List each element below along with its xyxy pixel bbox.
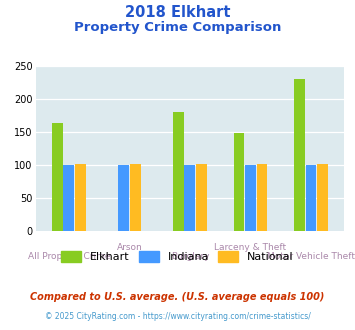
Bar	[294, 79, 305, 231]
Bar	[234, 133, 245, 231]
Bar	[245, 165, 256, 231]
Text: 2018 Elkhart: 2018 Elkhart	[125, 5, 230, 20]
Bar	[63, 165, 74, 231]
Text: Compared to U.S. average. (U.S. average equals 100): Compared to U.S. average. (U.S. average …	[30, 292, 325, 302]
Text: All Property Crime: All Property Crime	[28, 252, 110, 261]
Text: Motor Vehicle Theft: Motor Vehicle Theft	[267, 252, 355, 261]
Bar	[306, 165, 317, 231]
Bar	[185, 165, 195, 231]
Text: Larceny & Theft: Larceny & Theft	[214, 243, 286, 252]
Legend: Elkhart, Indiana, National: Elkhart, Indiana, National	[57, 247, 298, 267]
Text: Property Crime Comparison: Property Crime Comparison	[74, 21, 281, 34]
Bar	[173, 112, 184, 231]
Bar	[196, 164, 207, 231]
Bar	[257, 164, 267, 231]
Bar	[317, 164, 328, 231]
Text: Arson: Arson	[116, 243, 142, 252]
Bar	[52, 123, 63, 231]
Bar	[118, 165, 129, 231]
Text: © 2025 CityRating.com - https://www.cityrating.com/crime-statistics/: © 2025 CityRating.com - https://www.city…	[45, 312, 310, 321]
Bar	[75, 164, 86, 231]
Bar	[130, 164, 141, 231]
Text: Burglary: Burglary	[171, 252, 209, 261]
